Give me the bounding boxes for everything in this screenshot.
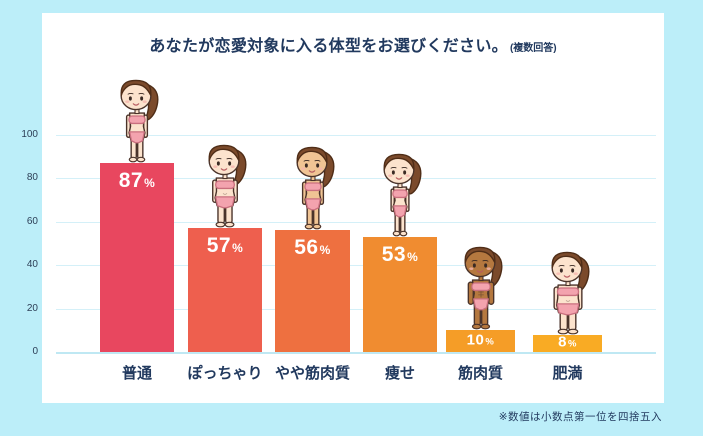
bar: 10% bbox=[446, 330, 515, 352]
y-axis-tick-label: 20 bbox=[26, 302, 38, 314]
bar-value-label: 53% bbox=[363, 243, 437, 267]
bar-value-unit: % bbox=[407, 250, 419, 264]
bar-value-number: 56 bbox=[294, 236, 319, 260]
figure-muscular-icon bbox=[451, 237, 511, 332]
y-axis-tick-label: 100 bbox=[21, 129, 38, 140]
bar-value-label: 56% bbox=[275, 236, 350, 260]
gridline bbox=[56, 308, 656, 310]
gridline bbox=[56, 221, 656, 223]
bar-value-number: 87 bbox=[118, 169, 144, 193]
y-axis-tick-label: 60 bbox=[26, 215, 38, 227]
category-label: ぽっちゃり bbox=[187, 365, 263, 382]
bar-column: 57% ぽっちゃり bbox=[187, 0, 263, 382]
bar-value-label: 10% bbox=[446, 332, 515, 350]
y-axis-tick-label: 0 bbox=[32, 346, 38, 357]
bar-column: 8% 肥満 bbox=[533, 0, 602, 382]
bar-value-label: 87% bbox=[100, 169, 174, 193]
y-axis-tick-label: 40 bbox=[26, 259, 38, 271]
bar: 53% bbox=[363, 237, 437, 352]
chart-title: あなたが恋愛対象に入る体型をお選びください。 (複数回答) bbox=[42, 32, 664, 56]
bar-value-unit: % bbox=[144, 176, 156, 191]
gridline bbox=[56, 135, 656, 136]
gridline bbox=[56, 352, 656, 354]
bar-column: 87% 普通 bbox=[100, 0, 174, 382]
figure-chubby-icon bbox=[195, 135, 255, 230]
bar: 56% bbox=[275, 230, 350, 352]
bar-column: 53% 痩せ bbox=[363, 0, 437, 382]
bar-column: 56% やや筋肉質 bbox=[275, 0, 350, 382]
bar: 57% bbox=[188, 228, 262, 352]
category-label: 普通 bbox=[121, 365, 153, 382]
bar-value-number: 53 bbox=[381, 243, 407, 266]
bar-value-unit: % bbox=[567, 338, 577, 350]
bar: 87% bbox=[100, 163, 174, 352]
bar: 8% bbox=[533, 334, 602, 352]
chart-title-main: あなたが恋愛対象に入る体型をお選びください。 bbox=[149, 38, 508, 55]
category-label: やや筋肉質 bbox=[274, 365, 351, 382]
bar-value-number: 57 bbox=[206, 234, 232, 258]
figure-normal-icon bbox=[107, 70, 167, 165]
bar-value-label: 8% bbox=[533, 334, 602, 352]
category-label: 肥満 bbox=[552, 365, 583, 382]
bar-value-unit: % bbox=[319, 243, 331, 258]
figure-obese-icon bbox=[538, 242, 598, 337]
bar-value-unit: % bbox=[485, 336, 495, 348]
y-axis-tick-label: 80 bbox=[26, 172, 38, 184]
figure-slightly-muscular-icon bbox=[283, 137, 343, 232]
gridline bbox=[56, 178, 656, 180]
bar-column: 10% 筋肉質 bbox=[446, 0, 515, 382]
category-label: 筋肉質 bbox=[457, 365, 504, 382]
bar-value-unit: % bbox=[232, 241, 244, 256]
figure-thin-icon bbox=[370, 144, 430, 239]
bar-value-label: 57% bbox=[188, 234, 262, 258]
footnote: ※数値は小数点第一位を四捨五入 bbox=[498, 411, 662, 423]
category-label: 痩せ bbox=[384, 365, 416, 382]
gridline bbox=[56, 265, 656, 267]
chart-title-note: (複数回答) bbox=[509, 43, 557, 54]
bar-value-number: 10 bbox=[466, 331, 485, 349]
bar-value-number: 8 bbox=[558, 333, 567, 351]
